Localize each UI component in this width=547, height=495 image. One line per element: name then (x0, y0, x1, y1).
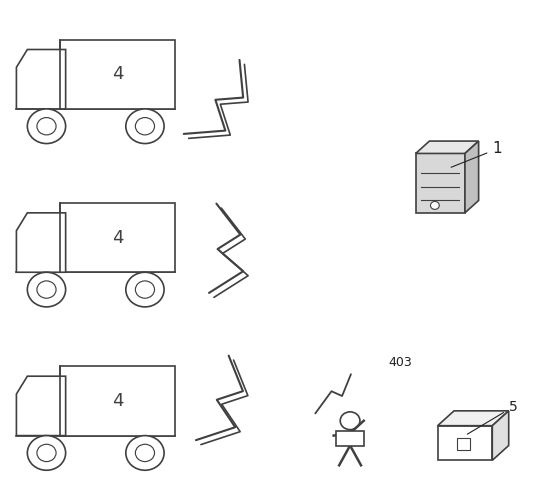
Circle shape (27, 272, 66, 307)
Polygon shape (16, 50, 66, 109)
Bar (438, 426, 492, 460)
Bar (60, 366, 175, 436)
Polygon shape (465, 141, 479, 213)
Text: 4: 4 (112, 392, 124, 410)
Polygon shape (416, 141, 479, 153)
Circle shape (136, 445, 155, 461)
Bar (60, 40, 175, 109)
Bar (416, 153, 465, 213)
Circle shape (37, 445, 56, 461)
Polygon shape (492, 411, 509, 460)
Polygon shape (16, 213, 66, 272)
Circle shape (37, 118, 56, 135)
Circle shape (136, 118, 155, 135)
Circle shape (340, 412, 360, 430)
Circle shape (136, 281, 155, 298)
Polygon shape (438, 411, 509, 426)
Text: 5: 5 (467, 400, 517, 434)
Circle shape (126, 436, 164, 470)
Circle shape (430, 201, 439, 209)
Circle shape (37, 281, 56, 298)
Text: 4: 4 (112, 229, 124, 247)
Circle shape (27, 436, 66, 470)
Circle shape (126, 109, 164, 144)
Text: 1: 1 (451, 142, 502, 167)
Bar (336, 431, 364, 446)
Text: 4: 4 (112, 65, 124, 83)
Bar (457, 438, 470, 450)
Polygon shape (16, 376, 66, 436)
Circle shape (27, 109, 66, 144)
Bar (60, 203, 175, 272)
Circle shape (126, 272, 164, 307)
Text: 403: 403 (388, 356, 412, 369)
